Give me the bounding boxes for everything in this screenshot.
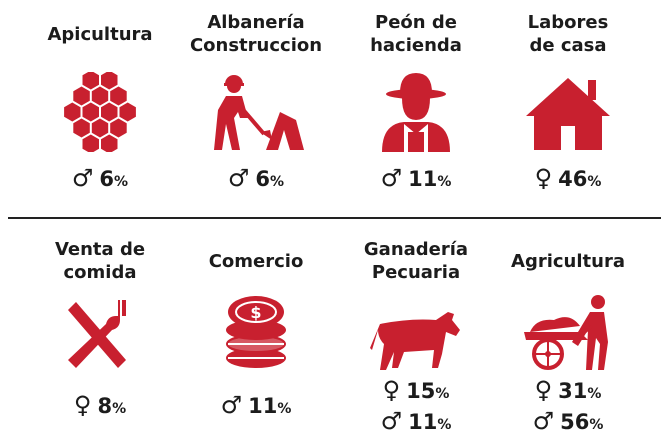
percentage: 11 <box>248 394 278 418</box>
label-line: Venta de <box>54 239 146 260</box>
unit: % <box>270 173 285 190</box>
label-line: Ganadería <box>363 239 469 260</box>
stat: ♀ 8% <box>74 392 126 423</box>
label-line: Albanería <box>207 12 305 33</box>
stats: ♂ 6% <box>20 160 180 200</box>
activity-icon <box>214 75 304 150</box>
label-line: Pecuaria <box>371 262 461 283</box>
gender-symbol: ♂ <box>71 163 94 192</box>
gender-symbol: ♂ <box>532 406 555 435</box>
stat: ♂ 11% <box>221 392 292 423</box>
stats: ♂ 11% <box>176 380 336 435</box>
stats: ♀ 8% <box>20 380 180 435</box>
unit: % <box>587 173 602 190</box>
svg-text:$: $ <box>250 303 261 322</box>
gender-symbol: ♂ <box>380 406 403 435</box>
activity-label: Peón de hacienda <box>336 6 496 62</box>
unit: % <box>587 385 602 402</box>
gender-symbol: ♀ <box>382 375 401 404</box>
percentage: 6 <box>255 166 271 191</box>
label-line: Peón de <box>375 12 457 33</box>
label-line: comida <box>63 262 137 283</box>
unit: % <box>589 416 604 433</box>
stat: ♂ 11% <box>380 163 452 196</box>
activity-icon: $ <box>226 296 286 368</box>
divider <box>8 217 661 219</box>
activity-icon <box>526 78 610 150</box>
activity-label: Ganadería Pecuaria <box>336 232 496 290</box>
percentage: 31 <box>558 378 588 403</box>
unit: % <box>437 416 452 433</box>
stats: ♀ 31% ♂ 56% <box>488 375 648 435</box>
activity-label: Comercio <box>176 232 336 290</box>
activity-icon <box>382 73 450 152</box>
stat: ♀ 31% <box>534 375 602 408</box>
activity-icon <box>370 312 460 370</box>
activity-label: Apicultura <box>20 6 180 62</box>
label-line: Comercio <box>208 250 304 272</box>
percentage: 11 <box>408 409 438 434</box>
unit: % <box>277 401 292 417</box>
gender-symbol: ♀ <box>534 163 553 192</box>
label-line: hacienda <box>370 35 462 56</box>
percentage: 56 <box>560 409 590 434</box>
percentage: 15 <box>406 378 436 403</box>
stats: ♀ 15% ♂ 11% <box>336 375 496 435</box>
gender-symbol: ♂ <box>380 163 403 192</box>
activity-label: Albanería Construccion <box>176 6 336 62</box>
unit: % <box>112 401 127 417</box>
stat: ♂ 11% <box>380 406 452 439</box>
percentage: 6 <box>99 166 115 191</box>
gender-symbol: ♀ <box>73 391 92 419</box>
stats: ♀ 46% <box>488 160 648 200</box>
stat: ♂ 56% <box>532 406 604 439</box>
gender-symbol: ♀ <box>534 375 553 404</box>
stat: ♀ 46% <box>534 163 602 196</box>
label-line: Labores <box>527 12 609 33</box>
stat: ♀ 15% <box>382 375 450 408</box>
percentage: 11 <box>408 166 438 191</box>
stat: ♂ 6% <box>71 163 129 196</box>
activity-icon <box>64 72 136 152</box>
percentage: 8 <box>97 394 113 418</box>
gender-symbol: ♂ <box>227 163 250 192</box>
label-line: Construccion <box>189 35 323 56</box>
unit: % <box>437 173 452 190</box>
label-line: Apicultura <box>47 23 153 45</box>
stat: ♂ 6% <box>227 163 285 196</box>
label-line: de casa <box>529 35 607 56</box>
gender-symbol: ♂ <box>220 391 243 419</box>
activity-icon <box>524 295 608 370</box>
stats: ♂ 11% <box>336 160 496 200</box>
activity-label: Agricultura <box>488 232 648 290</box>
unit: % <box>435 385 450 402</box>
activity-label: Labores de casa <box>488 6 648 62</box>
stats: ♂ 6% <box>176 160 336 200</box>
activity-label: Venta de comida <box>20 232 180 290</box>
unit: % <box>114 173 129 190</box>
percentage: 46 <box>558 166 588 191</box>
activity-icon <box>68 300 126 368</box>
label-line: Agricultura <box>511 250 625 272</box>
